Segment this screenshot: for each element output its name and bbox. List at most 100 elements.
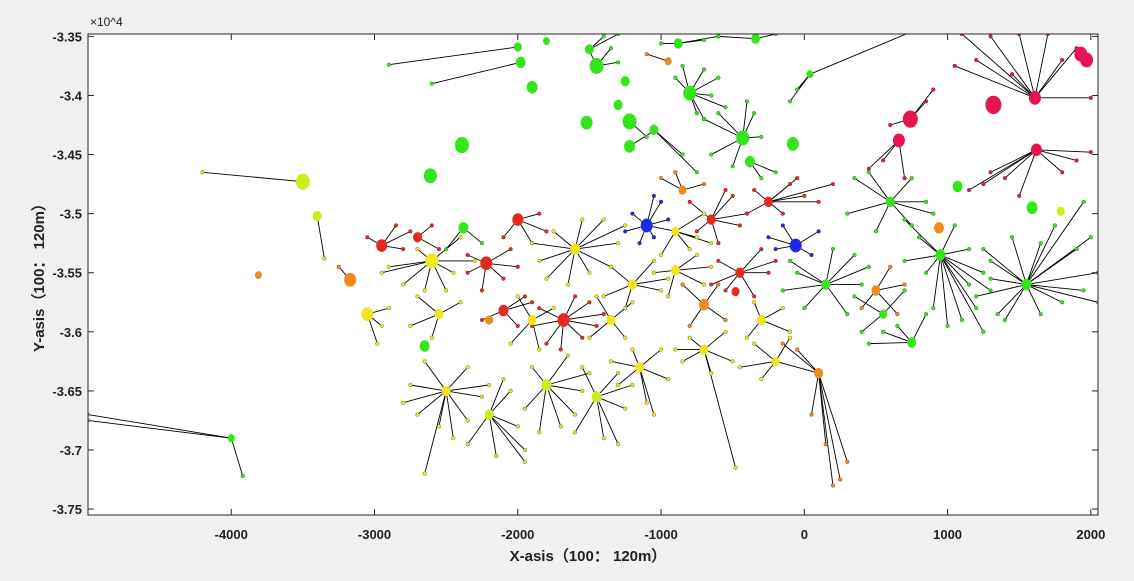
leaf-point [616, 371, 621, 376]
leaf-point [630, 300, 635, 305]
leaf-point [658, 176, 664, 181]
leaf-point [601, 294, 606, 299]
hub-point [361, 307, 374, 321]
edge-line [610, 360, 640, 368]
leaf-point [616, 442, 621, 447]
leaf-point [616, 60, 621, 65]
leaf-point [444, 288, 449, 293]
edge-line [316, 215, 325, 259]
hub-point [591, 391, 602, 403]
edge-line [768, 195, 805, 203]
edge-line [488, 414, 497, 456]
leaf-point [701, 282, 707, 287]
leaf-point [830, 182, 836, 187]
edge-line [546, 248, 576, 279]
leaf-point [436, 247, 442, 252]
leaf-point [1060, 57, 1065, 63]
leaf-point [873, 229, 878, 234]
edge-line [202, 171, 303, 183]
leaf-point [852, 294, 857, 299]
edge-line [488, 378, 504, 415]
leaf-point [451, 270, 456, 275]
edge-line [809, 34, 908, 75]
edge-line [875, 201, 891, 232]
leaf-point [680, 63, 685, 68]
leaf-point [465, 252, 470, 258]
hub-point [907, 337, 917, 348]
edge-line [678, 35, 719, 44]
edge-line [940, 254, 991, 291]
leaf-point [744, 99, 750, 104]
leaf-point [773, 258, 778, 263]
leaf-point [573, 430, 578, 435]
x-tick-label: -1000 [644, 527, 677, 542]
leaf-point [515, 424, 520, 429]
leaf-points-layer [88, 34, 1098, 488]
hub-point [1056, 206, 1065, 216]
leaf-point [601, 312, 606, 317]
edge-line [1026, 284, 1098, 303]
leaf-point [988, 276, 993, 281]
leaf-point [716, 34, 721, 39]
leaf-point [716, 75, 721, 80]
hub-point [441, 385, 451, 397]
leaf-point [709, 241, 714, 246]
leaf-point [795, 347, 800, 352]
leaf-point [651, 270, 656, 275]
leaf-point [580, 217, 585, 222]
leaf-point [393, 223, 399, 228]
hub-point [485, 315, 494, 325]
leaf-point [931, 306, 936, 311]
hub-point [434, 308, 444, 320]
hub-point [580, 115, 593, 130]
edge-line [632, 284, 662, 291]
leaf-point [759, 377, 764, 382]
leaf-point [766, 270, 771, 275]
hub-point [885, 196, 895, 207]
plot-frame [87, 33, 1099, 516]
edge-line [818, 373, 827, 445]
edge-line [904, 254, 941, 262]
leaf-point [401, 400, 406, 405]
edge-line [875, 290, 898, 315]
leaf-point [859, 306, 864, 311]
leaf-point [759, 176, 764, 181]
leaf-point [580, 335, 585, 340]
leaf-point [931, 211, 936, 216]
edge-line [1018, 149, 1037, 197]
leaf-point [838, 477, 843, 482]
hub-point [1080, 52, 1094, 68]
edge-line [1004, 284, 1027, 321]
edge-line [410, 313, 440, 327]
leaf-point [422, 288, 427, 293]
edge-line [639, 367, 648, 403]
leaf-point [974, 306, 979, 311]
leaf-point [716, 282, 721, 287]
leaf-point [795, 176, 800, 181]
leaf-point [787, 329, 793, 334]
edge-line [968, 149, 1037, 191]
hub-point [699, 344, 709, 355]
leaf-point [795, 270, 800, 275]
leaf-point [530, 365, 535, 370]
leaf-point [787, 258, 793, 263]
edge-line [1025, 225, 1056, 285]
edge-line [1036, 149, 1077, 161]
hub-point [454, 137, 469, 154]
edge-line [546, 372, 590, 386]
edge-line [563, 313, 604, 321]
leaf-point [644, 400, 649, 405]
edge-line [1026, 272, 1098, 285]
leaf-point [616, 241, 621, 246]
edge-line [424, 361, 447, 392]
leaf-point [673, 75, 678, 80]
y-tick-label: -3.65 [52, 384, 82, 399]
edge-line [574, 219, 605, 250]
leaf-point [623, 229, 628, 234]
leaf-point [730, 359, 735, 364]
edge-line [603, 284, 633, 297]
edge-line [990, 149, 1037, 173]
leaf-point [644, 134, 649, 139]
hub-point [413, 232, 423, 243]
